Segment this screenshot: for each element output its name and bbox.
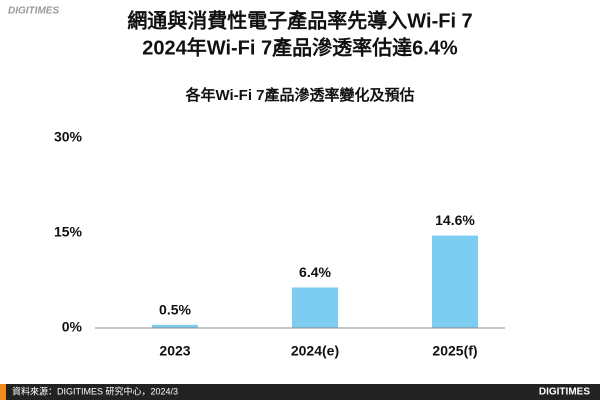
logo: DIGITIMES	[8, 6, 59, 17]
bar	[432, 235, 478, 328]
x-tick-label: 2023	[159, 343, 190, 359]
bar	[152, 324, 198, 328]
chart-title: 網通與消費性電子產品率先導入Wi-Fi 7	[127, 8, 472, 32]
value-label: 6.4%	[299, 264, 331, 280]
chart-subtitle: 各年Wi-Fi 7產品滲透率變化及預估	[184, 86, 414, 104]
x-tick-label: 2025(f)	[432, 343, 477, 359]
y-tick-label: 30%	[54, 129, 83, 145]
chart-title: 2024年Wi-Fi 7產品滲透率估達6.4%	[142, 35, 458, 59]
value-label: 14.6%	[435, 212, 475, 228]
footer-accent	[0, 384, 6, 400]
value-label: 0.5%	[159, 302, 191, 318]
logo: DIGITIMES	[539, 387, 590, 398]
y-tick-label: 15%	[54, 224, 83, 240]
y-tick-label: 0%	[62, 319, 83, 335]
footer-bar	[0, 384, 600, 400]
bar	[292, 287, 338, 328]
source: 資料來源：DIGITIMES 研究中心，2024/3	[12, 385, 178, 396]
x-tick-label: 2024(e)	[291, 343, 339, 359]
